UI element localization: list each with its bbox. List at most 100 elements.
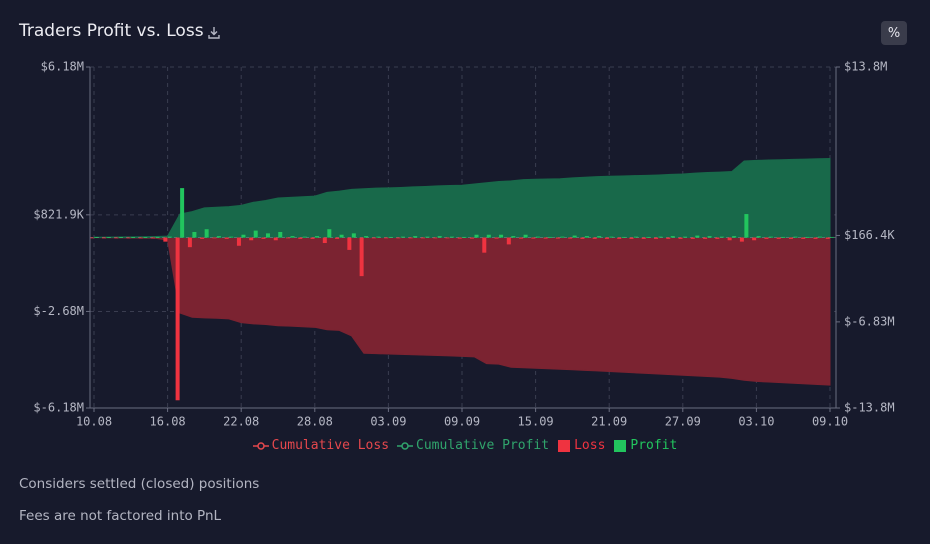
x-tick-label: 28.08: [297, 415, 333, 429]
percent-toggle[interactable]: %: [881, 21, 907, 45]
legend-label: Loss: [574, 438, 606, 453]
bar: [788, 237, 793, 239]
bar: [703, 237, 708, 239]
bar: [94, 236, 99, 238]
bar: [384, 237, 389, 239]
bar: [683, 236, 688, 238]
legend-item[interactable]: Loss: [557, 438, 605, 453]
bar: [511, 236, 516, 238]
bar: [339, 234, 344, 238]
bar: [482, 237, 487, 253]
bar: [555, 237, 560, 239]
bar: [138, 237, 143, 239]
bar: [371, 237, 376, 239]
bar: [609, 236, 614, 238]
bar: [163, 237, 168, 242]
x-tick-label: 03.09: [370, 415, 406, 429]
y2-tick-label: $13.8M: [844, 60, 887, 74]
legend-marker: [558, 439, 571, 452]
bar: [805, 236, 810, 238]
bar: [118, 237, 123, 239]
bar: [310, 237, 315, 239]
bar: [155, 236, 160, 238]
bar: [187, 237, 192, 248]
chart-title: Traders Profit vs. Loss: [19, 21, 204, 41]
bar: [617, 237, 622, 239]
bar: [335, 237, 340, 239]
bar: [286, 237, 291, 239]
bar: [106, 237, 111, 239]
bar: [216, 236, 221, 238]
bar: [236, 237, 241, 246]
legend-marker: [252, 441, 269, 450]
bar: [621, 236, 626, 238]
bar: [261, 237, 266, 239]
bar: [523, 234, 528, 238]
y2-tick-label: $166.4K: [844, 228, 895, 242]
bar: [584, 236, 589, 238]
bar: [633, 236, 638, 238]
x-tick-label: 15.09: [518, 415, 554, 429]
bar: [756, 236, 761, 238]
legend-item[interactable]: Profit: [613, 438, 677, 453]
bar: [425, 236, 430, 238]
bar: [229, 236, 234, 238]
legend-label: Profit: [630, 438, 678, 453]
bar: [486, 234, 491, 238]
legend-item[interactable]: Cumulative Loss: [252, 438, 390, 453]
bar: [666, 237, 671, 239]
legend-swatch: [614, 439, 627, 452]
bar: [764, 237, 769, 239]
area: [93, 237, 831, 386]
bar: [327, 229, 332, 238]
legend-label: Cumulative Loss: [271, 438, 390, 453]
bar: [474, 234, 479, 238]
bar: [641, 237, 646, 239]
bar: [420, 237, 425, 239]
bar: [776, 237, 781, 239]
bar: [690, 237, 695, 239]
bar: [519, 237, 524, 239]
bar: [167, 236, 172, 238]
bar: [678, 237, 683, 239]
y-tick-label: $821.9K: [33, 207, 84, 221]
bar: [376, 236, 381, 238]
bar: [437, 236, 442, 238]
download-icon[interactable]: [207, 26, 221, 40]
note: Considers settled (closed) positions: [19, 476, 260, 492]
bar: [568, 237, 573, 239]
legend-marker: [397, 441, 414, 450]
bar: [400, 236, 405, 238]
bar: [548, 236, 553, 238]
legend-item[interactable]: Cumulative Profit: [397, 438, 549, 453]
legend-dot: [256, 441, 265, 450]
bar: [347, 237, 352, 250]
chart: $-6.18M $-2.68M $821.9K $6.18M $-13.8M $-6.83…: [33, 60, 895, 429]
bar: [531, 237, 536, 239]
bar: [249, 237, 254, 241]
bar: [695, 235, 700, 238]
bar: [180, 188, 185, 238]
bar: [629, 237, 634, 239]
bar: [273, 237, 278, 241]
bar: [535, 236, 540, 238]
bar: [200, 237, 205, 239]
bar: [560, 236, 565, 238]
legend: Cumulative Loss Cumulative Profit Loss Prof…: [0, 438, 930, 453]
legend-marker: [614, 439, 627, 452]
bar: [445, 237, 450, 239]
bar: [597, 236, 602, 238]
x-tick-label: 09.10: [812, 415, 848, 429]
bar: [212, 237, 217, 239]
bar: [707, 236, 712, 238]
bar: [543, 237, 548, 239]
bar: [131, 237, 136, 239]
bar: [114, 237, 119, 239]
bar: [102, 237, 107, 239]
bar: [830, 236, 835, 238]
bar: [793, 236, 798, 238]
bar: [315, 236, 320, 238]
bar: [732, 236, 737, 238]
bar: [817, 236, 822, 238]
